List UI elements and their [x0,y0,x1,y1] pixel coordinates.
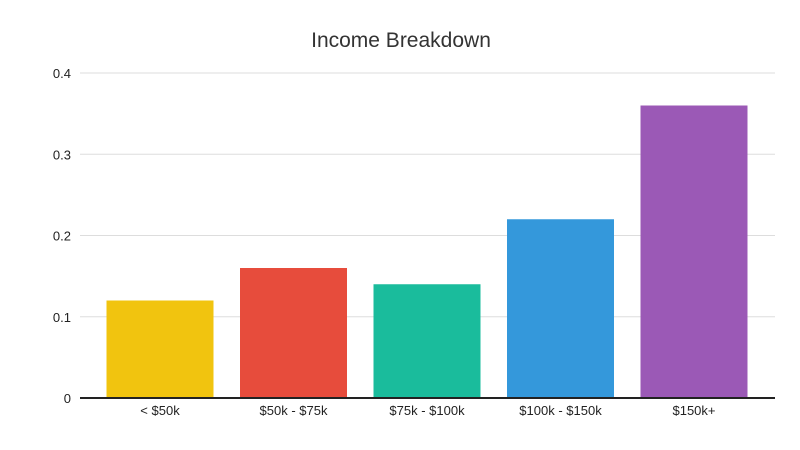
chart-title: Income Breakdown [311,29,491,52]
bar [373,284,481,398]
bar [106,300,214,398]
y-tick-label: 0.1 [53,310,71,325]
bar [507,219,614,398]
y-tick-label: 0.2 [53,229,71,244]
x-tick-label: $50k - $75k [260,403,328,418]
x-tick-label: $100k - $150k [519,403,602,418]
bar [240,268,347,398]
tick-labels: 0 0.1 0.2 0.3 0.4 < $50k $50k - $75k $75k - $10… [53,66,716,418]
bars [106,105,748,398]
x-tick-label: $150k+ [672,403,715,418]
x-tick-label: $75k - $100k [389,403,465,418]
y-tick-label: 0.3 [53,147,71,162]
bar [640,105,748,398]
y-tick-label: 0 [64,391,71,406]
x-tick-label: < $50k [140,403,180,418]
y-tick-label: 0.4 [53,66,71,81]
